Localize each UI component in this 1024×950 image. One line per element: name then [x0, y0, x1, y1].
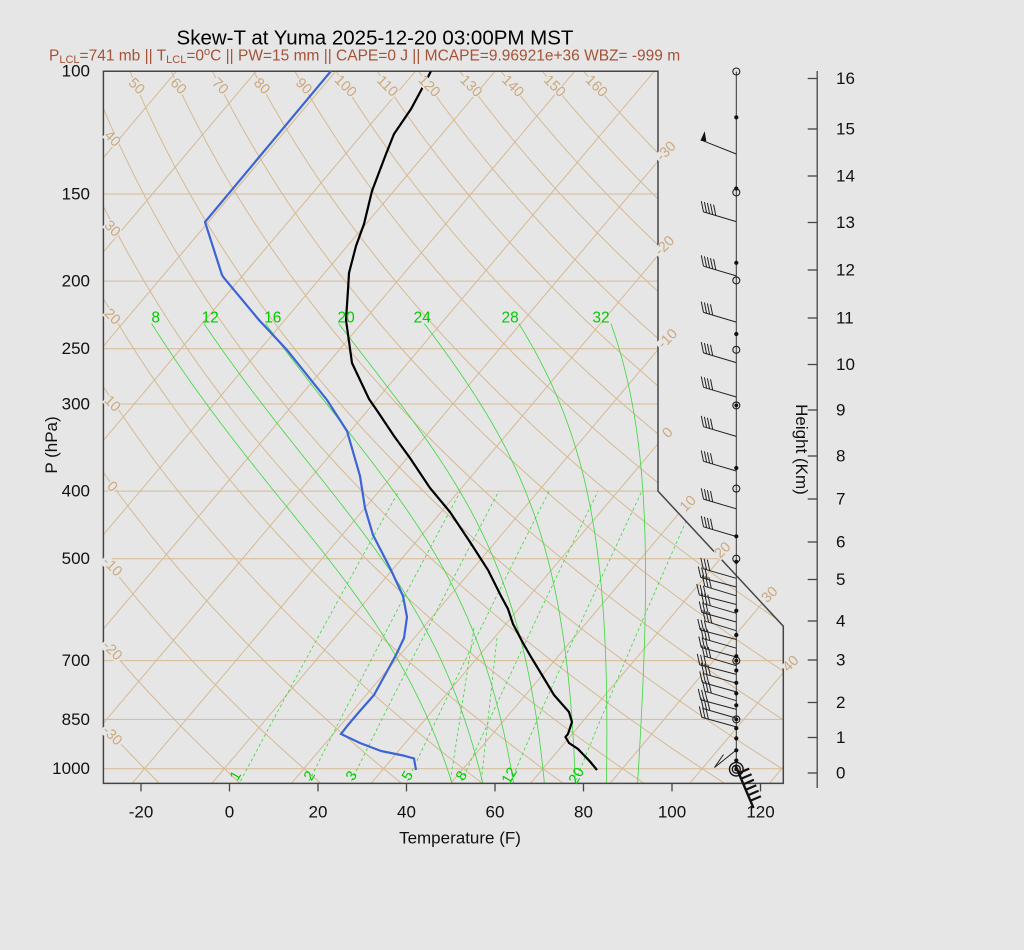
- svg-text:0: 0: [836, 764, 845, 783]
- svg-text:0: 0: [225, 803, 234, 822]
- svg-text:28: 28: [501, 310, 518, 327]
- svg-text:4: 4: [836, 612, 845, 631]
- svg-text:24: 24: [414, 310, 432, 327]
- svg-text:400: 400: [62, 482, 90, 501]
- svg-text:700: 700: [62, 651, 90, 670]
- svg-text:1: 1: [836, 728, 845, 747]
- svg-text:8: 8: [836, 447, 845, 466]
- svg-text:100: 100: [62, 62, 90, 81]
- svg-text:20: 20: [309, 803, 328, 822]
- svg-text:150: 150: [62, 185, 90, 204]
- svg-text:120: 120: [746, 803, 774, 822]
- svg-text:14: 14: [836, 167, 855, 186]
- svg-text:10: 10: [836, 355, 855, 374]
- svg-text:12: 12: [836, 261, 855, 280]
- svg-text:12: 12: [202, 310, 219, 327]
- svg-text:100: 100: [658, 803, 686, 822]
- svg-text:6: 6: [836, 533, 845, 552]
- svg-text:9: 9: [836, 401, 845, 420]
- svg-text:Temperature (F): Temperature (F): [399, 829, 521, 848]
- svg-text:200: 200: [62, 272, 90, 291]
- svg-text:Height (Km): Height (Km): [792, 404, 811, 495]
- svg-text:500: 500: [62, 549, 90, 568]
- svg-text:16: 16: [264, 310, 281, 327]
- svg-text:250: 250: [62, 339, 90, 358]
- svg-text:15: 15: [836, 120, 855, 139]
- svg-text:2: 2: [836, 693, 845, 712]
- svg-text:40: 40: [397, 803, 416, 822]
- svg-text:80: 80: [574, 803, 593, 822]
- svg-text:8: 8: [151, 310, 160, 327]
- svg-text:20: 20: [566, 765, 588, 787]
- svg-text:12: 12: [499, 765, 521, 787]
- svg-text:Skew-T at Yuma 2025-12-20 03:0: Skew-T at Yuma 2025-12-20 03:00PM MST: [177, 27, 574, 50]
- svg-text:7: 7: [836, 490, 845, 509]
- svg-text:850: 850: [62, 710, 90, 729]
- svg-text:PLCL=741 mb || TLCL=0oC || PW=: PLCL=741 mb || TLCL=0oC || PW=15 mm || C…: [49, 46, 680, 66]
- svg-text:P (hPa): P (hPa): [42, 416, 61, 473]
- svg-text:60: 60: [486, 803, 505, 822]
- svg-text:3: 3: [836, 651, 845, 670]
- svg-text:16: 16: [836, 69, 855, 88]
- svg-text:5: 5: [836, 570, 845, 589]
- svg-text:-20: -20: [129, 803, 154, 822]
- svg-text:300: 300: [62, 395, 90, 414]
- svg-text:32: 32: [592, 310, 609, 327]
- svg-text:13: 13: [836, 213, 855, 232]
- svg-text:11: 11: [836, 309, 854, 328]
- svg-text:1000: 1000: [52, 759, 90, 778]
- svg-text:20: 20: [337, 310, 355, 327]
